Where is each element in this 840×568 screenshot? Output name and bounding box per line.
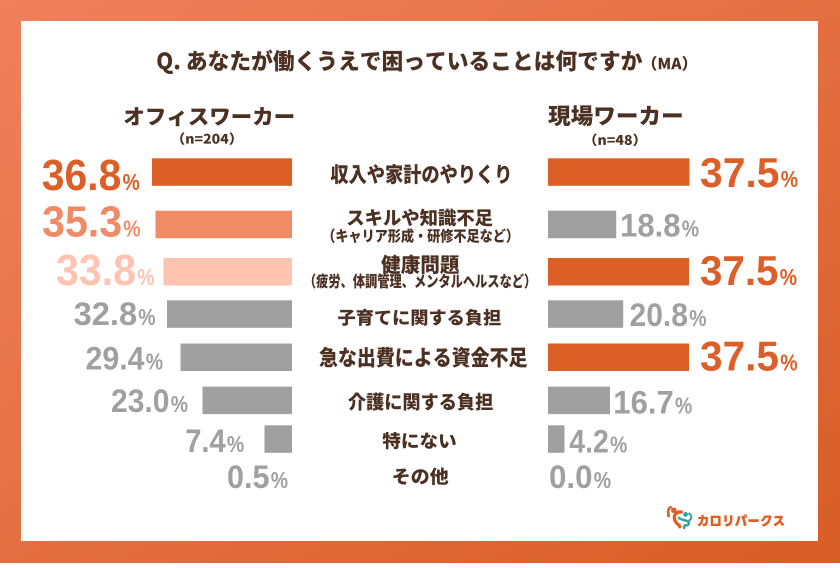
svg-text:16.7: 16.7	[613, 385, 674, 421]
svg-text:37.5: 37.5	[700, 247, 779, 294]
svg-text:%: %	[146, 349, 163, 375]
svg-text:%: %	[682, 216, 699, 242]
svg-text:%: %	[780, 349, 797, 375]
svg-text:%: %	[227, 431, 244, 457]
svg-text:%: %	[123, 215, 140, 241]
svg-text:35.3: 35.3	[42, 197, 122, 246]
svg-text:37.5: 37.5	[700, 149, 780, 196]
svg-text:20.8: 20.8	[630, 297, 689, 333]
svg-text:%: %	[610, 431, 627, 457]
svg-text:0.5: 0.5	[227, 459, 270, 495]
svg-text:36.8: 36.8	[42, 151, 122, 200]
svg-text:33.8: 33.8	[56, 246, 136, 295]
svg-text:0.0: 0.0	[549, 459, 593, 495]
svg-text:18.8: 18.8	[620, 208, 681, 244]
svg-text:%: %	[137, 264, 154, 290]
svg-text:%: %	[780, 264, 797, 290]
svg-text:%: %	[138, 304, 155, 330]
svg-text:%: %	[271, 467, 288, 493]
svg-text:%: %	[594, 467, 611, 493]
svg-text:7.4: 7.4	[185, 423, 226, 459]
svg-text:29.4: 29.4	[86, 341, 145, 377]
svg-text:%: %	[675, 393, 692, 419]
svg-text:4.2: 4.2	[569, 423, 609, 459]
svg-text:37.5: 37.5	[700, 332, 779, 379]
svg-text:%: %	[171, 391, 188, 417]
svg-text:%: %	[689, 305, 706, 331]
svg-text:23.0: 23.0	[111, 383, 170, 419]
svg-text:%: %	[781, 166, 798, 192]
svg-text:32.8: 32.8	[74, 296, 138, 332]
svg-text:%: %	[123, 169, 140, 195]
